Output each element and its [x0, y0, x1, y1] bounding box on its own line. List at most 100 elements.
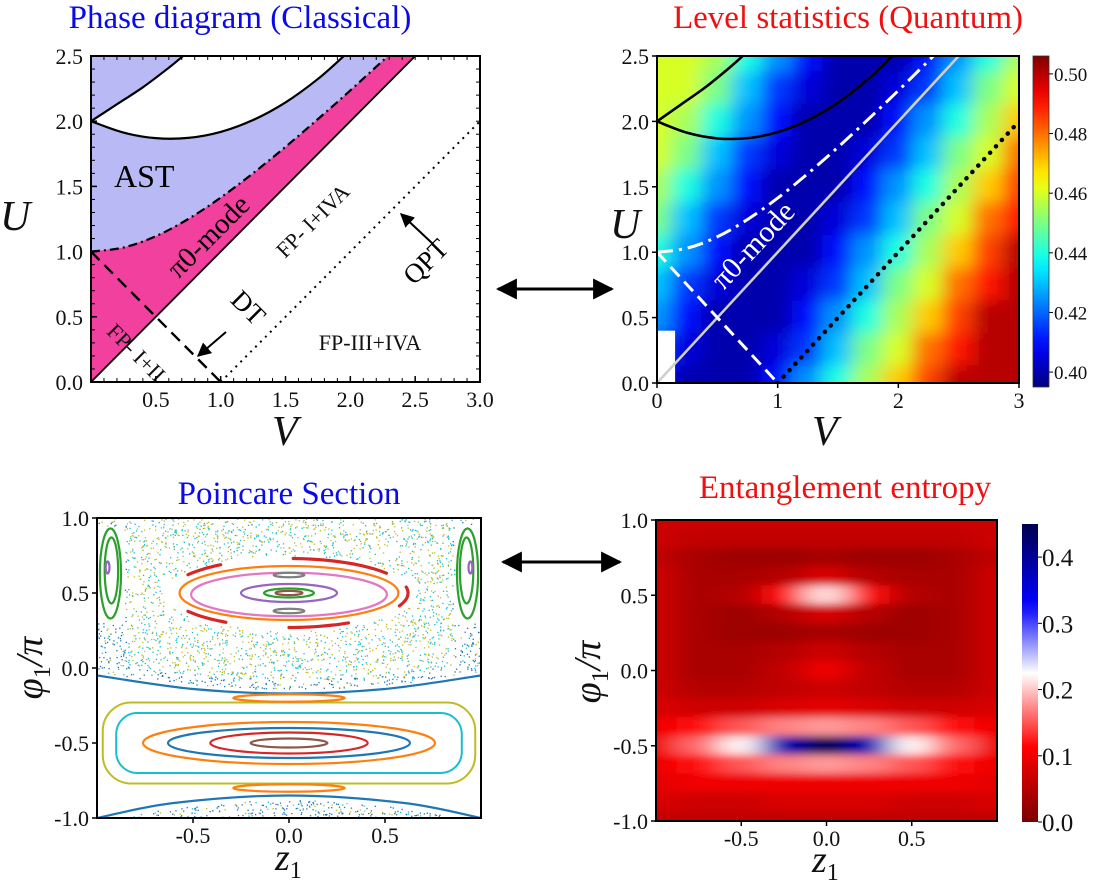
chaotic-point [181, 808, 183, 810]
chaotic-point [375, 622, 377, 624]
chaotic-point [358, 816, 360, 818]
chaotic-point [433, 582, 435, 585]
chaotic-point [190, 682, 192, 684]
chaotic-point [370, 671, 372, 673]
chaotic-point [249, 676, 252, 678]
chaotic-point [251, 815, 253, 817]
chaotic-point [413, 670, 415, 673]
chaotic-point [174, 529, 177, 531]
heatmap-cell [846, 641, 892, 662]
chaotic-point [401, 655, 403, 657]
chaotic-point [163, 523, 165, 526]
chaotic-point [376, 537, 378, 539]
qpt-dotted-line [219, 120, 480, 382]
chaotic-point [429, 526, 432, 528]
chaotic-point [401, 574, 403, 576]
chaotic-point [340, 533, 342, 535]
chaotic-point [138, 569, 141, 571]
chaotic-point [430, 629, 432, 631]
island-chain-crescent [186, 563, 223, 577]
chaotic-point [254, 552, 256, 554]
chaotic-point [338, 527, 341, 529]
chaotic-point [165, 566, 168, 568]
heatmap-cell [718, 754, 764, 775]
chaotic-point [256, 536, 258, 538]
chaotic-point [392, 674, 395, 676]
chaotic-point [142, 647, 144, 649]
chaotic-point [147, 584, 149, 586]
chaotic-point [384, 543, 386, 546]
chaotic-point [167, 531, 169, 533]
heatmap-cell [974, 528, 997, 549]
chaotic-point [275, 521, 278, 524]
chaotic-point [440, 581, 443, 583]
chaotic-point [261, 531, 263, 533]
chaotic-point [459, 664, 461, 666]
chaotic-point [100, 630, 103, 632]
chaotic-point [180, 676, 183, 678]
chaotic-point [281, 807, 284, 809]
chaotic-point [341, 636, 344, 638]
chaotic-point [194, 812, 196, 814]
chaotic-point [430, 523, 432, 525]
chaotic-point [197, 641, 199, 644]
chaotic-point [366, 538, 368, 540]
chaotic-point [228, 545, 230, 548]
chaotic-point [149, 648, 151, 650]
chaotic-point [222, 652, 224, 654]
chaotic-point [236, 673, 238, 675]
chaotic-point [146, 669, 149, 672]
chaotic-point [282, 643, 284, 645]
chaotic-point [243, 539, 245, 542]
chaotic-point [389, 653, 391, 655]
chaotic-point [439, 581, 441, 583]
chaotic-point [263, 541, 266, 543]
chaotic-point [354, 660, 356, 662]
chaotic-point [293, 641, 295, 643]
chaotic-point [267, 539, 269, 541]
chaotic-point [428, 562, 430, 564]
chaotic-point [156, 537, 158, 540]
chaotic-point [412, 529, 414, 531]
chaotic-point [183, 670, 185, 673]
chaotic-point [215, 533, 217, 535]
chaotic-point [218, 662, 220, 664]
chaotic-point [406, 612, 408, 614]
chaotic-point [401, 630, 404, 632]
chaotic-point [134, 540, 136, 542]
chaotic-point [227, 673, 229, 675]
heatmap-cell [676, 679, 721, 700]
chaotic-point [322, 520, 324, 522]
chaotic-point [447, 628, 449, 630]
chaotic-point [164, 545, 166, 548]
chaotic-point [367, 673, 369, 675]
chaotic-point [206, 815, 208, 817]
chaotic-point [440, 525, 443, 527]
chaotic-point [187, 652, 189, 654]
chaotic-point [320, 524, 322, 527]
chaotic-point [182, 525, 185, 527]
chaotic-point [363, 534, 366, 536]
chaotic-point [420, 599, 422, 602]
chaotic-point [473, 627, 475, 629]
chaotic-point [372, 683, 374, 685]
chaotic-point [430, 577, 433, 579]
chaotic-point [365, 648, 367, 651]
chaotic-point [199, 673, 202, 675]
chaotic-point [382, 813, 384, 815]
chaotic-point [387, 528, 390, 530]
chaotic-point [239, 686, 241, 689]
chaotic-point [447, 636, 450, 638]
chaotic-point [382, 642, 385, 644]
chaotic-point [468, 664, 470, 666]
chaotic-point [432, 591, 435, 594]
chaotic-point [175, 639, 177, 642]
chaotic-point [300, 804, 302, 806]
chaotic-point [454, 573, 456, 576]
heatmap-cell [942, 332, 975, 368]
chaotic-point [268, 661, 271, 664]
chaotic-point [350, 556, 352, 558]
heatmap-cell [912, 136, 945, 172]
chaotic-point [301, 686, 303, 688]
heatmap-cell [656, 520, 679, 530]
